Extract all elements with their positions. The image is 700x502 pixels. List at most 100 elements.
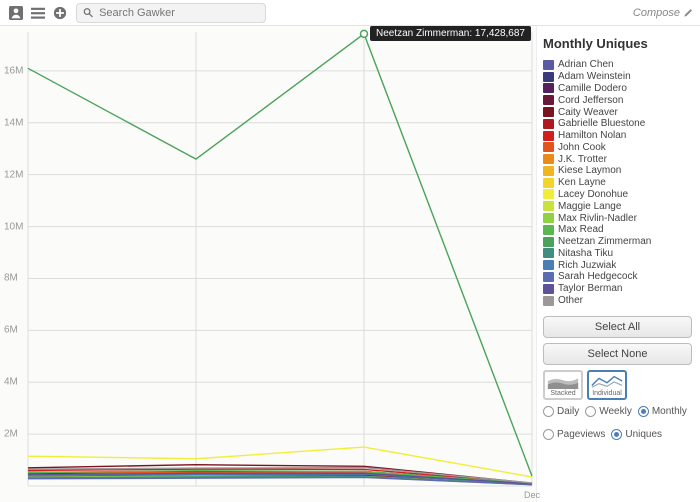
legend-swatch	[543, 107, 554, 117]
legend-label: Nitasha Tiku	[558, 248, 613, 259]
legend-item[interactable]: Kiese Laymon	[543, 165, 692, 177]
legend-swatch	[543, 60, 554, 70]
legend-label: Lacey Donohue	[558, 189, 628, 200]
radio-dot-icon	[543, 429, 554, 440]
legend-label: Adrian Chen	[558, 59, 614, 70]
legend-label: Rich Juzwiak	[558, 260, 616, 271]
legend-item[interactable]: Adrian Chen	[543, 59, 692, 71]
legend-label: Sarah Hedgecock	[558, 271, 638, 282]
menu-icon[interactable]	[28, 3, 48, 23]
legend-label: John Cook	[558, 142, 606, 153]
search-icon	[83, 7, 93, 18]
legend-swatch	[543, 284, 554, 294]
legend-label: Ken Layne	[558, 177, 606, 188]
legend-item[interactable]: Max Read	[543, 224, 692, 236]
mode-individual-label: Individual	[592, 390, 622, 397]
y-axis-label: 6M	[4, 325, 18, 336]
radio-label: Monthly	[652, 406, 687, 417]
search-input[interactable]	[97, 6, 259, 20]
legend-item[interactable]: Taylor Berman	[543, 283, 692, 295]
y-axis-label: 4M	[4, 377, 18, 388]
interval-radio-daily[interactable]: Daily	[543, 406, 579, 417]
select-all-button[interactable]: Select All	[543, 316, 692, 338]
legend-swatch	[543, 119, 554, 129]
legend-item[interactable]: J.K. Trotter	[543, 153, 692, 165]
legend-item[interactable]: Rich Juzwiak	[543, 259, 692, 271]
user-icon[interactable]	[6, 3, 26, 23]
legend-label: Taylor Berman	[558, 283, 622, 294]
radio-dot-icon	[611, 429, 622, 440]
legend-swatch	[543, 95, 554, 105]
legend-item[interactable]: Adam Weinstein	[543, 71, 692, 83]
legend-swatch	[543, 72, 554, 82]
metric-radios: Pageviews Uniques	[543, 425, 692, 440]
legend-item[interactable]: Maggie Lange	[543, 200, 692, 212]
sidebar-title: Monthly Uniques	[543, 36, 692, 51]
legend-item[interactable]: Cord Jefferson	[543, 94, 692, 106]
chart-area[interactable]: Neetzan Zimmerman: 17,428,687 2M4M6M8M10…	[0, 26, 536, 502]
legend-item[interactable]: Sarah Hedgecock	[543, 271, 692, 283]
legend-swatch	[543, 237, 554, 247]
legend-swatch	[543, 260, 554, 270]
legend-label: Max Read	[558, 224, 604, 235]
pencil-icon	[683, 7, 694, 18]
mode-stacked[interactable]: Stacked	[543, 370, 583, 400]
legend-item[interactable]: Gabrielle Bluestone	[543, 118, 692, 130]
radio-label: Uniques	[625, 429, 662, 440]
line-chart	[0, 26, 536, 502]
legend-swatch	[543, 201, 554, 211]
select-none-button[interactable]: Select None	[543, 343, 692, 365]
legend-label: Camille Dodero	[558, 83, 627, 94]
legend-label: J.K. Trotter	[558, 154, 607, 165]
legend-label: Adam Weinstein	[558, 71, 631, 82]
search-box[interactable]	[76, 3, 266, 23]
interval-radio-weekly[interactable]: Weekly	[585, 406, 632, 417]
interval-radios: Daily Weekly Monthly	[543, 406, 692, 417]
legend: Adrian ChenAdam WeinsteinCamille DoderoC…	[543, 59, 692, 306]
legend-swatch	[543, 213, 554, 223]
legend-swatch	[543, 296, 554, 306]
mode-individual[interactable]: Individual	[587, 370, 627, 400]
sidebar: Monthly Uniques Adrian ChenAdam Weinstei…	[536, 26, 700, 502]
legend-label: Kiese Laymon	[558, 165, 621, 176]
radio-label: Daily	[557, 406, 579, 417]
legend-label: Gabrielle Bluestone	[558, 118, 645, 129]
radio-dot-icon	[585, 406, 596, 417]
legend-item[interactable]: Neetzan Zimmerman	[543, 236, 692, 248]
radio-label: Pageviews	[557, 429, 605, 440]
legend-item[interactable]: Camille Dodero	[543, 83, 692, 95]
radio-label: Weekly	[599, 406, 632, 417]
compose-button[interactable]: Compose	[633, 7, 694, 19]
legend-item[interactable]: John Cook	[543, 141, 692, 153]
legend-label: Hamilton Nolan	[558, 130, 626, 141]
y-axis-label: 12M	[4, 169, 23, 180]
topbar: Compose	[0, 0, 700, 26]
legend-item[interactable]: Nitasha Tiku	[543, 248, 692, 260]
plus-icon[interactable]	[50, 3, 70, 23]
y-axis-label: 16M	[4, 65, 23, 76]
y-axis-label: 10M	[4, 221, 23, 232]
y-axis-label: 2M	[4, 429, 18, 440]
compose-label: Compose	[633, 7, 680, 19]
legend-item[interactable]: Caity Weaver	[543, 106, 692, 118]
metric-radio-uniques[interactable]: Uniques	[611, 429, 662, 440]
legend-item[interactable]: Hamilton Nolan	[543, 130, 692, 142]
legend-swatch	[543, 131, 554, 141]
interval-radio-monthly[interactable]: Monthly	[638, 406, 687, 417]
legend-swatch	[543, 178, 554, 188]
legend-label: Other	[558, 295, 583, 306]
legend-item[interactable]: Other	[543, 295, 692, 307]
mode-stacked-label: Stacked	[550, 390, 575, 397]
legend-item[interactable]: Lacey Donohue	[543, 189, 692, 201]
legend-label: Neetzan Zimmerman	[558, 236, 651, 247]
radio-dot-icon	[543, 406, 554, 417]
y-axis-label: 14M	[4, 117, 23, 128]
radio-dot-icon	[638, 406, 649, 417]
legend-label: Caity Weaver	[558, 107, 618, 118]
legend-swatch	[543, 83, 554, 93]
metric-radio-pageviews[interactable]: Pageviews	[543, 429, 605, 440]
legend-swatch	[543, 189, 554, 199]
legend-item[interactable]: Max Rivlin-Nadler	[543, 212, 692, 224]
legend-item[interactable]: Ken Layne	[543, 177, 692, 189]
legend-swatch	[543, 142, 554, 152]
